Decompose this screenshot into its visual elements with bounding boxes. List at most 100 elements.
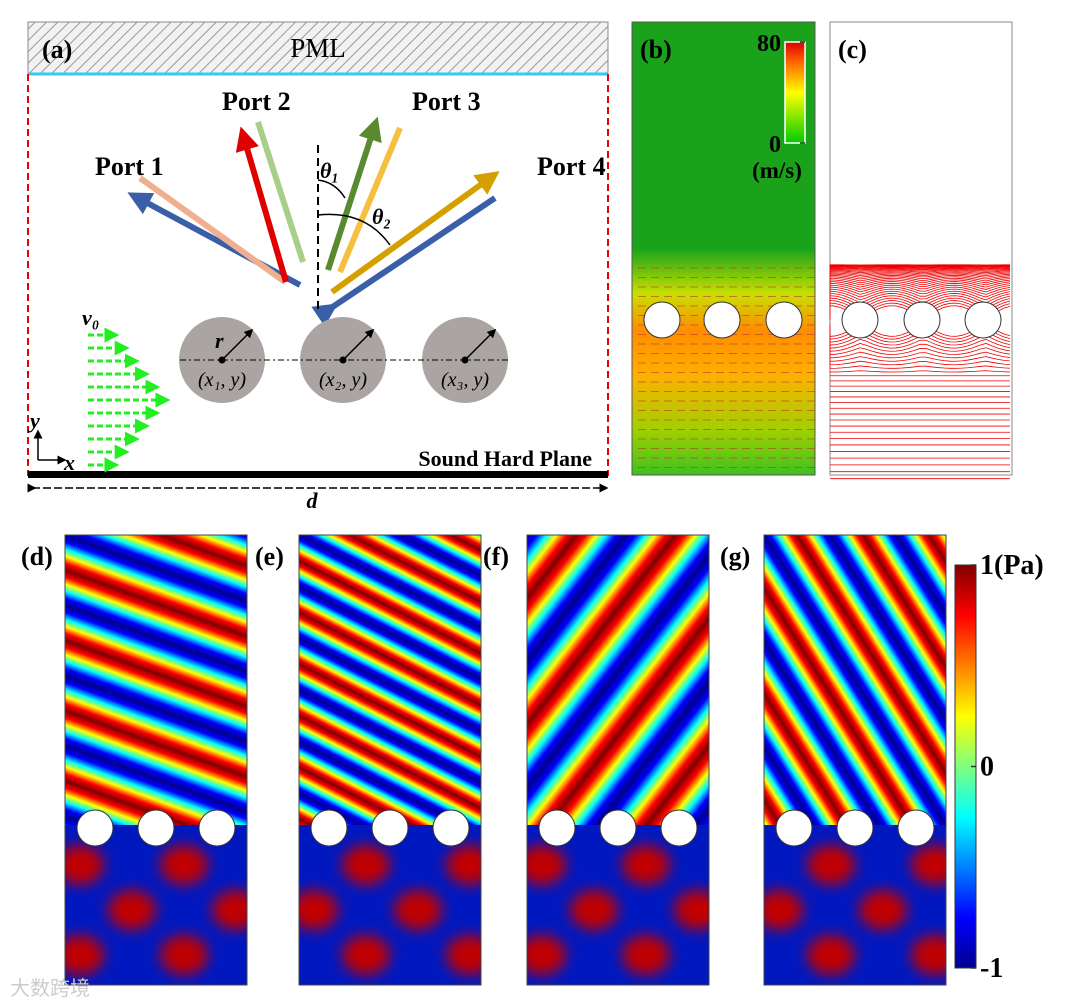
cylinder <box>76 809 114 847</box>
panel-a: (a) PML Port 1 Port 2 Port 3 Port 4 θ₁ θ… <box>27 21 609 513</box>
streamline <box>829 276 1011 282</box>
streamline <box>829 277 1011 284</box>
tick-label: -1 <box>980 953 1003 984</box>
radius-arrow <box>221 328 254 361</box>
port-arrows <box>127 116 500 327</box>
panel-c: (c) <box>829 21 1013 480</box>
blob <box>764 890 803 930</box>
blob <box>807 935 855 975</box>
angle-arc <box>317 213 391 246</box>
streamline <box>829 292 1011 304</box>
pressure-field <box>764 535 946 985</box>
streamline <box>829 365 1011 369</box>
arrow <box>138 175 287 285</box>
streamline <box>829 279 1011 286</box>
streamline <box>829 338 1011 349</box>
streamline <box>829 290 1011 301</box>
streamline <box>829 269 1011 272</box>
streamline <box>829 284 1011 293</box>
streamline <box>829 268 1011 271</box>
cylinder <box>765 301 803 339</box>
watermark: 大数跨境 <box>10 976 90 1000</box>
pml-region <box>27 21 609 74</box>
panel-label: (d) <box>21 542 53 571</box>
blob <box>807 845 855 885</box>
cylinder <box>964 301 1002 339</box>
streamline <box>829 265 1011 268</box>
streamline <box>829 288 1011 298</box>
panel-label: (g) <box>720 542 750 571</box>
arrow <box>337 126 403 274</box>
colorbar-ticks: 80 0 <box>757 31 805 158</box>
tick-label: 0 <box>980 752 994 783</box>
incident-wave <box>65 535 247 835</box>
streamline <box>829 267 1011 270</box>
streamline <box>829 274 1011 280</box>
cylinder <box>137 809 175 847</box>
center-label: (x₃, y) <box>441 369 489 391</box>
incident-wave <box>299 535 481 835</box>
panel-label: (f) <box>483 542 509 571</box>
axis-label: y <box>27 408 40 433</box>
blob <box>446 935 481 975</box>
velocity-label: v₀ <box>82 305 99 330</box>
streamline <box>829 270 1011 274</box>
streamline <box>829 282 1011 290</box>
arrow <box>330 170 500 295</box>
blob <box>622 935 670 975</box>
cylinder <box>643 301 681 339</box>
arrow <box>255 121 306 263</box>
near-field <box>299 845 481 975</box>
streamline <box>829 281 1011 288</box>
panel-label: (a) <box>42 35 72 64</box>
radius-label: r <box>215 328 224 353</box>
arrow <box>235 126 289 283</box>
streamline <box>829 271 1011 275</box>
blob <box>394 890 442 930</box>
near-field <box>65 845 247 975</box>
cylinder <box>841 301 879 339</box>
blob <box>212 890 247 930</box>
streamline <box>829 347 1011 355</box>
blob <box>108 890 156 930</box>
cylinder <box>836 809 874 847</box>
streamline <box>829 351 1011 359</box>
blob <box>342 845 390 885</box>
radius-arrow <box>464 328 497 361</box>
port-label: Port 3 <box>412 87 481 116</box>
hard-plane <box>28 471 608 478</box>
cylinder <box>538 809 576 847</box>
axis-label: x <box>63 450 75 475</box>
pressure-panels: (d) (e) (f) (g) <box>21 534 947 986</box>
angle-arc <box>317 179 346 199</box>
blob <box>160 845 208 885</box>
blob <box>299 890 338 930</box>
blob <box>527 935 566 975</box>
panel-frame <box>64 534 248 986</box>
streamline <box>829 343 1011 352</box>
streamline <box>829 286 1011 295</box>
colorbar <box>784 41 806 144</box>
streamline <box>829 273 1011 278</box>
angle-label: θ₁ <box>320 158 339 183</box>
arrow <box>325 116 382 271</box>
blob <box>65 935 104 975</box>
streamline <box>829 265 1011 267</box>
streamline <box>829 360 1011 366</box>
pressure-field <box>65 535 247 985</box>
streamline <box>829 370 1011 373</box>
blob <box>65 845 104 885</box>
panel-label: (e) <box>255 542 284 571</box>
panel-label: (c) <box>838 35 867 64</box>
velocity-profile <box>88 327 171 473</box>
tick-label: 1(Pa) <box>980 550 1044 581</box>
blob <box>446 845 481 885</box>
streamline-field <box>829 21 1013 476</box>
radius-arrow <box>342 328 375 361</box>
near-field <box>527 845 709 975</box>
cylinder <box>371 809 409 847</box>
panel-frame <box>763 534 947 986</box>
incident-wave <box>527 535 709 835</box>
pressure-field <box>527 535 709 985</box>
cylinder <box>599 809 637 847</box>
